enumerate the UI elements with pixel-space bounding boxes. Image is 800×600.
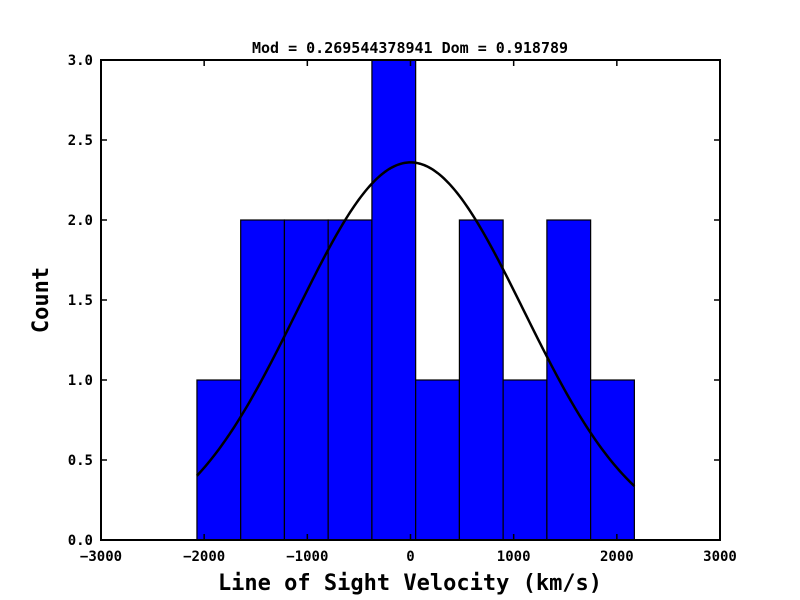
histogram-bar-9 — [546, 219, 592, 541]
ticks-layer: −3000 −2000 −1000 0 1000 2000 3000 0.0 0.5 1.0 1.5… — [68, 53, 737, 565]
x-tick-label: 0 — [406, 549, 414, 565]
y-tick-label: 0.5 — [68, 453, 93, 469]
y-axis-label: Count — [29, 267, 54, 333]
histogram-bar-7 — [458, 219, 504, 541]
histogram-bar-8 — [502, 379, 548, 541]
bars-layer — [196, 59, 635, 541]
y-tick-label: 3.0 — [68, 53, 93, 69]
x-tick-label: 2000 — [600, 549, 634, 565]
y-tick-label: 0.0 — [68, 533, 93, 549]
histogram-bar-6 — [415, 379, 461, 541]
gaussian-fit-curve — [196, 161, 636, 487]
x-tick-label: −1000 — [286, 549, 328, 565]
x-tick-label: 3000 — [703, 549, 737, 565]
histogram-bar-5 — [371, 59, 417, 541]
histogram-bar-3 — [283, 219, 329, 541]
y-tick-label: 2.0 — [68, 213, 93, 229]
x-axis-label: Line of Sight Velocity (km/s) — [218, 571, 602, 596]
x-tick-label: −2000 — [183, 549, 225, 565]
x-tick-label: −3000 — [80, 549, 122, 565]
x-tick-label: 1000 — [497, 549, 531, 565]
histogram-bar-10 — [590, 379, 635, 541]
y-tick-label: 1.0 — [68, 373, 93, 389]
y-tick-label: 2.5 — [68, 133, 93, 149]
histogram-bar-4 — [327, 219, 373, 541]
y-tick-label: 1.5 — [68, 293, 93, 309]
histogram-bar-1 — [196, 379, 242, 541]
chart-title: Mod = 0.269544378941 Dom = 0.918789 — [252, 39, 568, 57]
